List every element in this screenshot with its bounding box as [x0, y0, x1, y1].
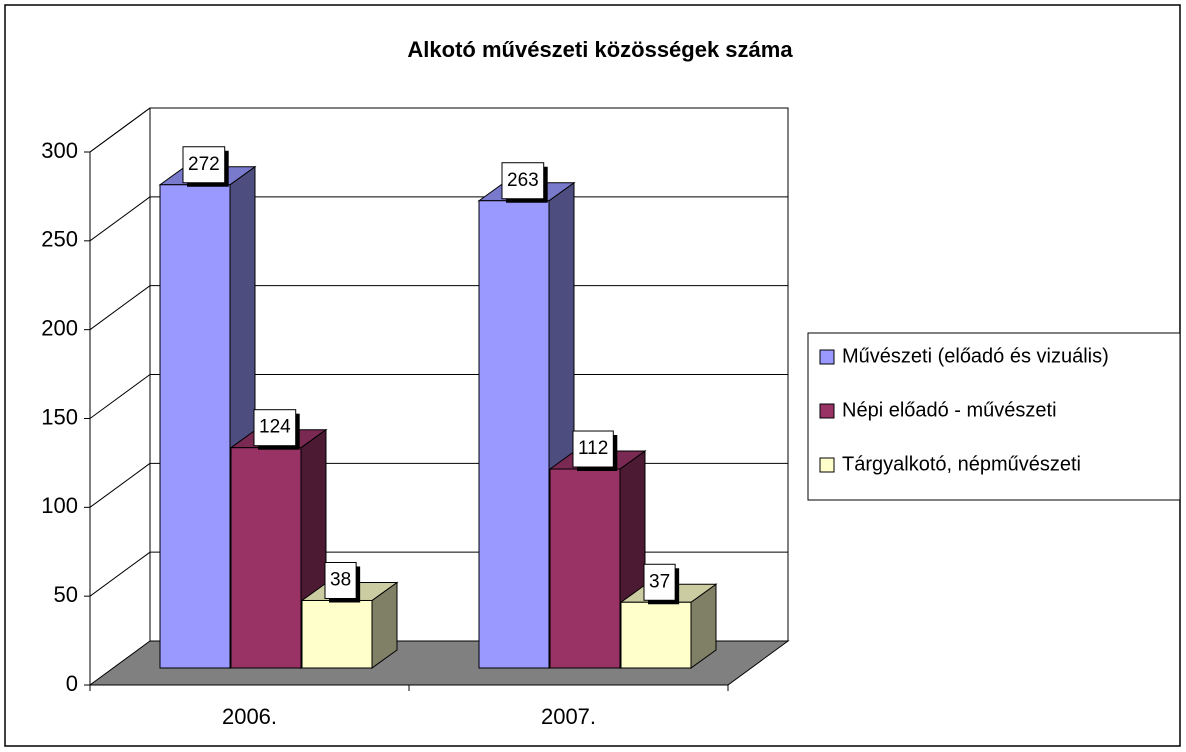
grid-line [89, 285, 151, 331]
y-tick-label: 300 [41, 138, 78, 163]
legend-label: Tárgyalkotó, népművészeti [842, 453, 1081, 475]
grid-line [89, 107, 151, 153]
grid-line [89, 374, 151, 419]
bar [158, 165, 257, 669]
data-label-text: 112 [578, 438, 608, 459]
data-label-text: 272 [188, 154, 220, 175]
bar-front [159, 184, 231, 669]
data-label-text: 37 [649, 571, 670, 592]
data-label: 37 [643, 563, 680, 605]
y-tick-label: 250 [41, 227, 78, 252]
grid-line [89, 196, 151, 242]
data-label-box [501, 162, 545, 200]
y-tick-label: 50 [54, 582, 78, 607]
legend-label: Művészeti (előadó és vizuális) [842, 345, 1109, 367]
data-label: 124 [253, 409, 300, 450]
bar-front [230, 447, 302, 669]
x-tick-label: 2007. [541, 704, 596, 729]
bar-front [620, 601, 692, 669]
data-label-text: 38 [330, 570, 351, 591]
data-label: 263 [501, 162, 548, 203]
y-tick-label: 200 [41, 315, 78, 340]
data-label-box [572, 430, 614, 468]
data-label-box [253, 409, 297, 447]
data-label: 112 [572, 430, 618, 472]
data-label-box [182, 146, 226, 184]
grid-line [89, 551, 151, 597]
legend-label: Népi előadó - művészeti [842, 399, 1057, 421]
legend-swatch [819, 457, 835, 473]
data-label: 38 [324, 561, 361, 603]
bar-front [301, 599, 373, 669]
bar-front [549, 468, 621, 669]
y-tick-label: 0 [66, 671, 78, 696]
legend-box [807, 332, 1181, 501]
bar [477, 181, 576, 669]
y-tick-label: 150 [41, 404, 78, 429]
bar-front [478, 200, 550, 669]
data-label-text: 263 [507, 170, 539, 191]
chart-title: Alkotó művészeti közösségek száma [407, 37, 793, 62]
data-label-box [324, 561, 357, 599]
legend-swatch [819, 349, 835, 365]
y-tick-label: 100 [41, 493, 78, 518]
data-label-box [643, 563, 676, 601]
x-tick-label: 2006. [222, 704, 277, 729]
grid-line [89, 462, 151, 508]
legend-swatch [819, 403, 835, 419]
data-label: 272 [182, 146, 229, 187]
data-label-text: 124 [259, 417, 291, 438]
